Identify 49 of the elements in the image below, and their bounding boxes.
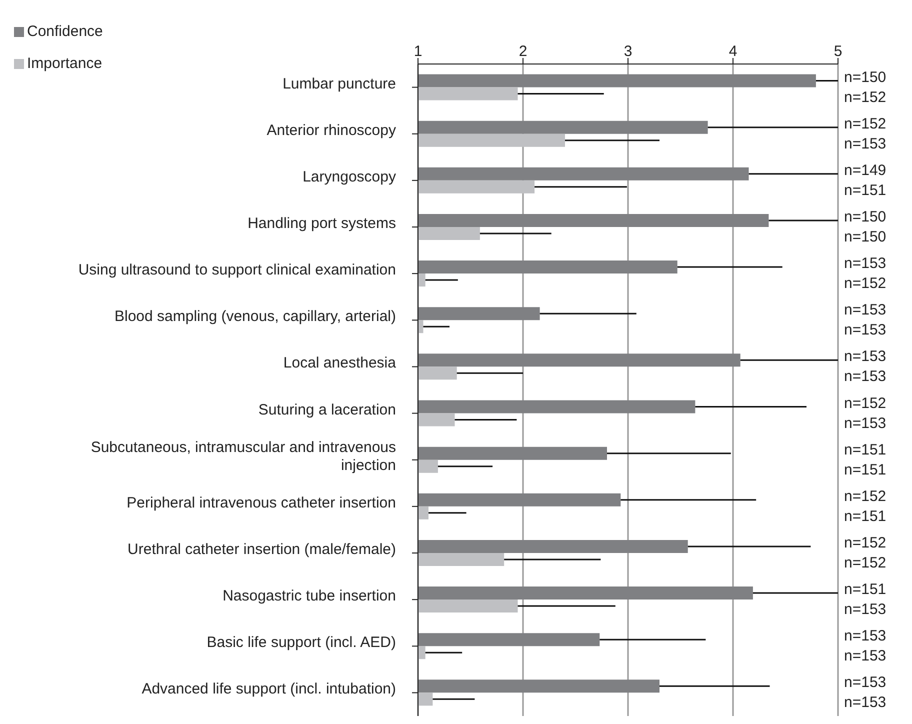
text: n=153 (844, 368, 886, 386)
x-tick-label: 4 (728, 43, 738, 60)
text: n=152 (844, 488, 886, 505)
y-tick-label: Peripheral intravenous catheter insertion (126, 494, 396, 511)
text: n=151 (844, 461, 886, 478)
y-tick-label: Suturing a laceration (258, 400, 396, 418)
text: n=151 (844, 182, 886, 199)
text: n=153 (844, 302, 886, 319)
y-tick-label: Handling port systems (248, 214, 396, 232)
text: n=150 (844, 68, 886, 86)
text: n=150 (844, 228, 886, 246)
y-tick-label: Using ultrasound to support clinical examination (78, 261, 396, 278)
legend-label: Confidence (27, 22, 103, 42)
x-tick-label: 1 (414, 43, 422, 60)
text: n=152 (844, 554, 886, 572)
y-tick-label: Laryngoscopy (302, 168, 396, 185)
text: n=152 (844, 88, 886, 106)
text: n=153 (844, 628, 886, 645)
text: n=153 (844, 255, 886, 272)
text: n=149 (844, 162, 886, 179)
y-tick-label: Advanced life support (incl. intubation) (142, 680, 396, 698)
text: n=151 (844, 441, 886, 458)
text: n=152 (844, 394, 886, 412)
y-tick-label: Subcutaneous, intramuscular and intravenous injection (90, 438, 396, 474)
y-tick-label: Lumbar puncture (282, 74, 396, 92)
text: n=153 (844, 601, 886, 618)
x-tick-label: 2 (518, 43, 528, 60)
y-tick-label: Urethral catheter insertion (male/female) (128, 540, 396, 558)
text: n=150 (844, 208, 886, 226)
text: n=153 (844, 674, 886, 692)
text: n=152 (844, 115, 886, 132)
text: n=153 (844, 414, 886, 432)
text: n=153 (844, 648, 886, 665)
text: n=151 (844, 508, 886, 525)
legend-label: Importance (27, 54, 102, 74)
y-tick-label: Basic life support (incl. AED) (206, 634, 396, 651)
text: n=153 (844, 694, 886, 712)
y-tick-label: Anterior rhinoscopy (266, 121, 396, 138)
text: n=153 (844, 135, 886, 152)
y-tick-label: Nasogastric tube insertion (222, 587, 396, 604)
y-tick-label: Blood sampling (venous, capillary, arterial) (114, 308, 396, 325)
text: n=152 (844, 275, 886, 292)
text: n=152 (844, 534, 886, 552)
y-tick-label: Local anesthesia (283, 354, 397, 372)
x-tick-label: 3 (624, 43, 632, 60)
text: n=153 (844, 322, 886, 339)
text: n=151 (844, 581, 886, 598)
text: n=153 (844, 348, 886, 366)
x-tick-label: 5 (834, 43, 842, 60)
